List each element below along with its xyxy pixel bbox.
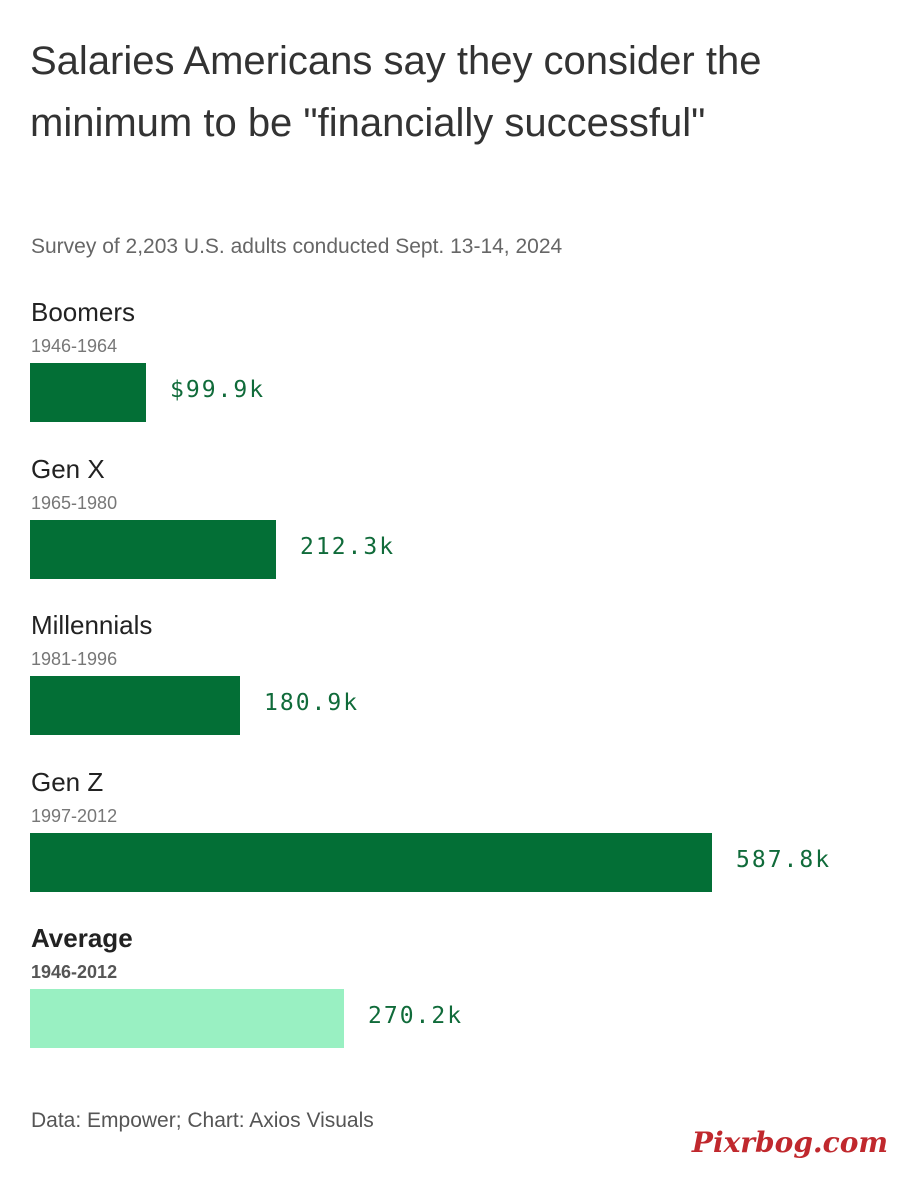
category-label-gen-z: Gen Z [31,766,104,797]
chart-subtitle: Survey of 2,203 U.S. adults conducted Se… [31,235,563,258]
value-label-gen-z: 587.8k [736,846,832,873]
value-label-average: 270.2k [368,1003,464,1029]
bar-gen-x [30,519,276,579]
year-range-boomers: 1946-1964 [31,336,118,356]
category-label-boomers: Boomers [31,297,136,327]
watermark-logo: Pixrbog.com [691,1126,888,1159]
bar-boomers [30,363,146,422]
source-note: Data: Empower; Chart: Axios Visuals [31,1109,374,1132]
chart-title: Salaries Americans say they consider the… [30,39,762,145]
value-label-boomers: $99.9k [170,377,266,403]
year-range-average: 1946-2012 [31,962,118,982]
bar-millennials [30,676,240,735]
value-label-millennials: 180.9k [264,690,360,716]
category-label-average: Average [31,923,133,953]
year-range-millennials: 1981-1996 [31,649,118,669]
bar-gen-z [30,832,712,892]
value-label-gen-x: 212.3k [300,533,396,560]
bar-average [30,989,344,1048]
year-range-gen-x: 1965-1980 [31,492,118,513]
category-label-millennials: Millennials [31,610,153,640]
category-label-gen-x: Gen X [31,453,105,484]
year-range-gen-z: 1997-2012 [31,805,118,826]
